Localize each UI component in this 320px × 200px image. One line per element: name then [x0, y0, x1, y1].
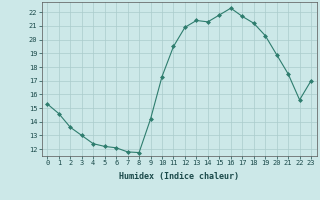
X-axis label: Humidex (Indice chaleur): Humidex (Indice chaleur) [119, 172, 239, 181]
